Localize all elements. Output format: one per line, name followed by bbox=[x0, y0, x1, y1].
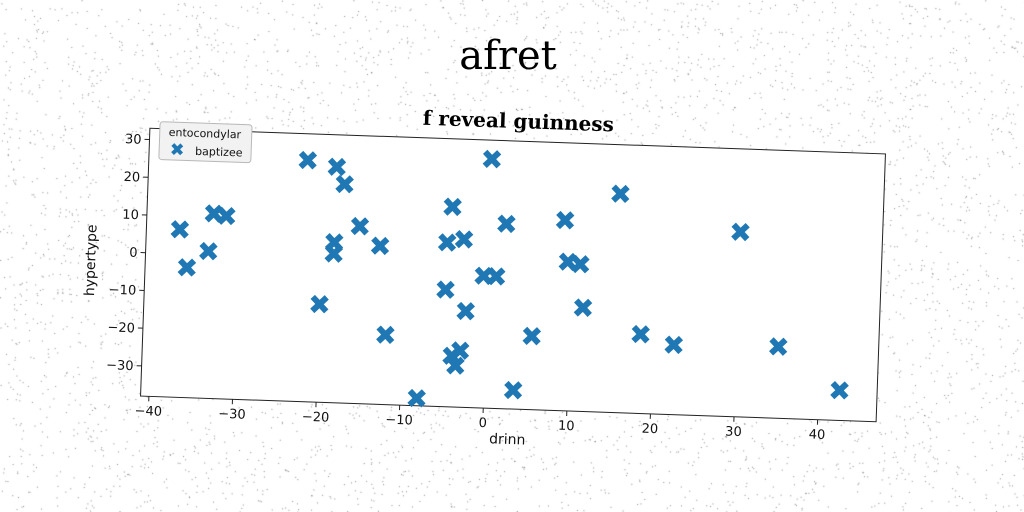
x-tick-label: −30 bbox=[218, 407, 246, 423]
y-axis: −30 −20 −10 0 10 20 30 bbox=[106, 132, 150, 374]
data-point bbox=[497, 214, 516, 234]
data-point bbox=[335, 174, 354, 194]
y-tick-label: −30 bbox=[106, 358, 134, 374]
data-point bbox=[170, 220, 190, 239]
data-point bbox=[571, 254, 590, 274]
plot-area bbox=[140, 127, 886, 423]
data-point bbox=[664, 335, 684, 355]
data-point bbox=[454, 230, 474, 249]
data-point bbox=[631, 324, 650, 344]
data-point bbox=[573, 298, 593, 317]
page-title: afret bbox=[459, 33, 557, 79]
plot-group: f reveal guinness −40 −30 −20 −10 0 10 20 30 40 … bbox=[82, 106, 886, 449]
scatter-points bbox=[170, 149, 849, 408]
legend-marker-baptizee bbox=[171, 143, 184, 156]
data-point bbox=[199, 241, 218, 261]
x-tick-label: 0 bbox=[478, 416, 487, 431]
data-point bbox=[558, 252, 578, 272]
data-point bbox=[217, 206, 236, 226]
x-tick-label: 40 bbox=[809, 427, 826, 443]
data-point bbox=[830, 380, 849, 400]
y-tick-label: −20 bbox=[107, 320, 135, 336]
legend: entocondylar baptizee bbox=[158, 121, 253, 164]
data-point bbox=[522, 326, 542, 346]
x-tick-label: −40 bbox=[134, 404, 162, 420]
data-point bbox=[769, 337, 788, 356]
x-axis: −40 −30 −20 −10 0 10 20 30 40 bbox=[134, 396, 826, 443]
y-axis-label: hypertype bbox=[82, 224, 100, 296]
data-point bbox=[407, 388, 426, 408]
x-tick-label: 20 bbox=[641, 422, 658, 438]
data-point bbox=[443, 197, 462, 217]
data-point bbox=[177, 258, 197, 277]
data-point bbox=[555, 210, 575, 230]
y-tick-label: 10 bbox=[122, 208, 139, 224]
data-point bbox=[370, 236, 390, 256]
data-point bbox=[446, 356, 465, 375]
data-point bbox=[327, 157, 347, 177]
x-tick-label: 10 bbox=[558, 419, 575, 435]
data-point bbox=[731, 222, 750, 242]
data-point bbox=[456, 301, 475, 321]
data-point bbox=[436, 280, 455, 299]
legend-entry-baptizee: baptizee bbox=[195, 145, 243, 160]
data-point bbox=[437, 233, 457, 252]
x-axis-label: drinn bbox=[489, 431, 526, 448]
data-point bbox=[611, 184, 630, 204]
data-point bbox=[324, 244, 344, 263]
legend-title: entocondylar bbox=[169, 126, 242, 142]
data-point bbox=[204, 204, 224, 223]
legend-marker-icon bbox=[171, 143, 184, 156]
y-tick-label: 20 bbox=[123, 170, 140, 186]
chart-title: f reveal guinness bbox=[422, 106, 614, 137]
y-tick-label: 0 bbox=[129, 246, 138, 261]
x-tick-label: −10 bbox=[385, 413, 413, 429]
y-tick-label: 30 bbox=[125, 132, 142, 148]
x-tick-label: −20 bbox=[302, 410, 330, 426]
data-point bbox=[310, 294, 329, 314]
data-point bbox=[298, 150, 318, 170]
data-point bbox=[482, 149, 502, 169]
data-point bbox=[486, 267, 506, 286]
data-point bbox=[350, 216, 370, 236]
data-point bbox=[376, 325, 395, 345]
x-tick-label: 30 bbox=[725, 425, 742, 441]
data-point bbox=[503, 380, 523, 400]
y-tick-label: −10 bbox=[109, 283, 137, 299]
